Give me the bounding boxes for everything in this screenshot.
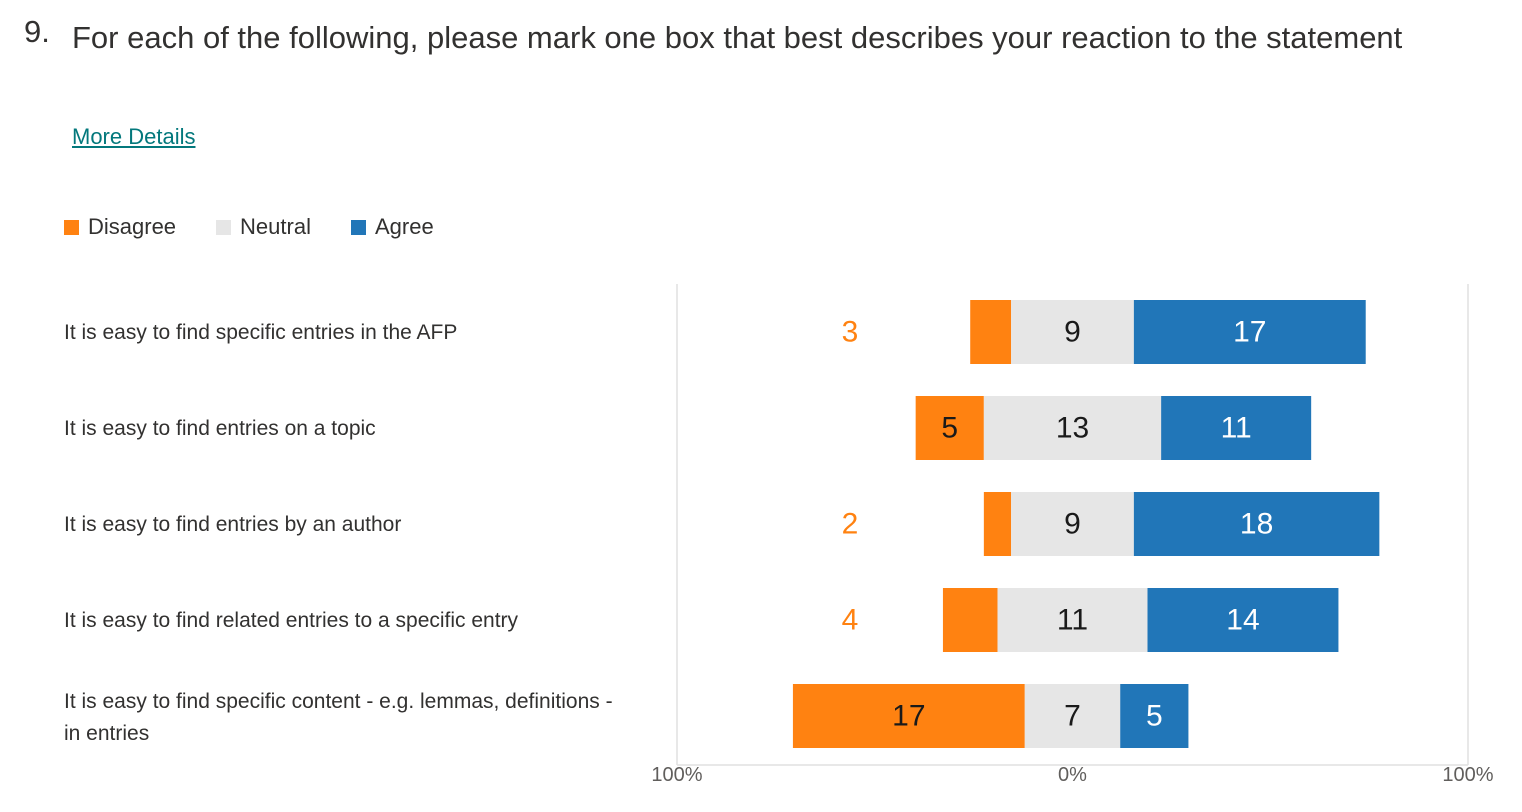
row-label: It is easy to find related entries to a …: [64, 609, 519, 632]
data-label-agree: 11: [1221, 412, 1252, 445]
data-label-agree: 18: [1240, 508, 1273, 541]
x-tick-label: 100%: [1442, 764, 1493, 786]
data-label-agree: 17: [1233, 316, 1266, 349]
legend-label-neutral: Neutral: [240, 214, 311, 239]
bar-agree: [1161, 396, 1312, 460]
bar-disagree: [983, 492, 1012, 556]
question-title: For each of the following, please mark o…: [72, 20, 1403, 55]
bar-agree: [1133, 492, 1380, 556]
data-label-agree: 5: [1146, 700, 1163, 733]
legend-label-agree: Agree: [374, 214, 434, 239]
row-label: It is easy to find entries on a topic: [64, 417, 376, 440]
legend-swatch-agree: [350, 219, 366, 235]
bar-disagree: [792, 684, 1025, 748]
bar-agree: [1120, 684, 1189, 748]
question-number: 9.: [24, 14, 50, 49]
data-label-neutral: 11: [1057, 604, 1088, 637]
data-label-disagree: 2: [842, 508, 859, 541]
x-tick-label: 0%: [1058, 764, 1087, 786]
data-label-disagree: 5: [941, 412, 958, 445]
bar-neutral: [1011, 492, 1134, 556]
x-tick-label: 100%: [651, 764, 702, 786]
data-label-disagree: 3: [842, 316, 859, 349]
legend-label-disagree: Disagree: [88, 214, 177, 239]
bar-disagree: [942, 588, 998, 652]
bar-disagree: [915, 396, 984, 460]
bar-agree: [1133, 300, 1366, 364]
data-label-agree: 14: [1226, 604, 1259, 637]
legend-item-disagree[interactable]: Disagree: [64, 214, 176, 240]
bar-neutral: [1024, 684, 1121, 748]
data-label-disagree: 17: [892, 700, 925, 733]
data-label-disagree: 4: [842, 604, 859, 637]
more-details-link[interactable]: More Details: [72, 124, 196, 149]
bar-neutral: [1011, 300, 1134, 364]
chart-legend: Disagree Neutral Agree: [64, 214, 474, 240]
legend-swatch-disagree: [64, 219, 79, 235]
legend-swatch-neutral: [216, 219, 232, 235]
data-label-neutral: 9: [1064, 508, 1081, 541]
legend-item-agree[interactable]: Agree: [350, 214, 434, 240]
bar-disagree: [970, 300, 1012, 364]
data-label-neutral: 7: [1064, 700, 1081, 733]
bar-neutral: [997, 588, 1148, 652]
data-label-neutral: 13: [1056, 412, 1089, 445]
bar-agree: [1147, 588, 1339, 652]
data-label-neutral: 9: [1064, 316, 1081, 349]
bar-neutral: [983, 396, 1162, 460]
row-label: It is easy to find entries by an author: [64, 513, 402, 536]
legend-item-neutral[interactable]: Neutral: [216, 214, 311, 240]
row-label: It is easy to find specific entries in t…: [64, 321, 458, 344]
row-label: It is easy to find specific content - e.…: [64, 690, 613, 745]
